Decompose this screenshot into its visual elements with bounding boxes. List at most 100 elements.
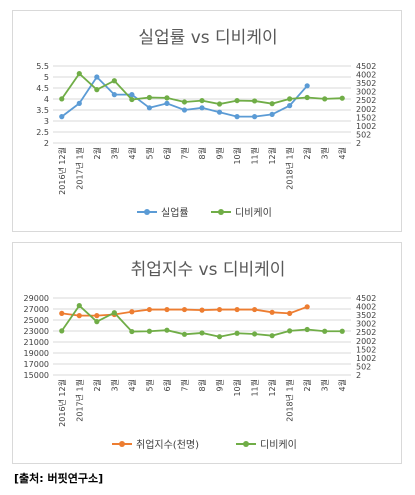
data-point — [146, 94, 153, 101]
data-point — [304, 326, 310, 333]
x-axis-tick-label: 10월 — [232, 147, 242, 165]
right-axis-tick-label: 3002 — [356, 320, 376, 329]
right-axis-tick-label: 4002 — [356, 71, 376, 80]
data-point — [199, 97, 205, 104]
data-point — [76, 313, 82, 319]
chart-1-svg: 실업률 vs 디비케이22.533.544.555.52502100215022… — [36, 28, 376, 219]
left-axis-tick-label: 4 — [44, 95, 49, 104]
x-axis-tick-label: 2018년 1월 — [285, 379, 295, 422]
right-axis-tick-label: 4002 — [356, 303, 376, 312]
data-point — [94, 87, 100, 93]
data-point — [216, 109, 223, 115]
legend-marker — [243, 441, 249, 447]
data-point — [76, 302, 82, 309]
data-point — [59, 114, 65, 120]
right-axis-tick-label: 2002 — [356, 337, 376, 346]
data-point — [111, 310, 117, 316]
x-axis-tick-label: 5월 — [144, 379, 154, 391]
x-axis-tick-label: 2016년 12월 — [57, 147, 67, 195]
data-point — [94, 319, 100, 325]
left-axis-tick-label: 29000 — [24, 294, 49, 303]
left-axis-tick-label: 23000 — [24, 327, 49, 336]
left-axis-tick-label: 19000 — [24, 349, 49, 358]
data-point — [287, 310, 293, 316]
right-axis-tick-label: 1502 — [356, 113, 376, 122]
right-axis-tick-label: 2 — [356, 139, 361, 148]
data-point — [234, 114, 240, 120]
employment-vs-dbk-chart: 취업지수 vs 디비케이 15000 17000 19000 21000 23000 250… — [12, 242, 402, 464]
data-point — [199, 307, 205, 313]
right-axis-tick-label: 1002 — [356, 354, 376, 363]
data-point — [146, 105, 153, 111]
data-point — [146, 306, 153, 313]
x-axis-tick-label: 2018년 1월 — [285, 147, 295, 190]
data-point — [129, 328, 135, 335]
x-axis-tick-label: 9월 — [215, 147, 225, 159]
x-axis-tick-label: 10월 — [232, 379, 242, 397]
x-axis-tick-label: 3월 — [109, 147, 119, 159]
data-point — [269, 111, 275, 117]
data-point — [251, 98, 258, 104]
right-axis-tick-label: 2002 — [356, 105, 376, 114]
data-point — [287, 96, 293, 102]
x-axis-tick-label: 7월 — [179, 379, 189, 391]
right-axis-tick-label: 4502 — [356, 294, 376, 303]
data-point — [164, 306, 170, 313]
right-axis-tick-label: 3502 — [356, 311, 376, 320]
data-point — [251, 114, 258, 120]
left-axis-tick-label: 25000 — [24, 316, 49, 325]
data-point — [199, 105, 205, 111]
right-axis-tick-label: 1502 — [356, 345, 376, 354]
x-axis-tick-label: 2016년 12월 — [57, 379, 67, 427]
right-axis-tick-label: 2502 — [356, 96, 376, 105]
x-axis-tick-label: 2017년 1월 — [74, 147, 84, 190]
legend-label: 디비케이 — [235, 207, 272, 219]
data-point — [76, 70, 82, 77]
data-point — [234, 97, 240, 104]
x-axis-tick-label: 2월 — [92, 379, 102, 391]
data-point — [287, 103, 293, 109]
unemployment-vs-dbk-chart: 실업률 vs 디비케이 2 2.5 3 3.5 4 4.5 5 5.5 2 502 1002 1502 2… — [12, 10, 402, 232]
data-point — [339, 95, 345, 101]
x-axis-tick-label: 11월 — [250, 379, 260, 397]
left-axis-tick-label: 2.5 — [36, 128, 49, 137]
legend-marker — [144, 209, 150, 215]
left-axis-tick-label: 15000 — [24, 371, 49, 380]
x-axis-tick-label: 3월 — [109, 379, 119, 391]
x-axis-tick-label: 4월 — [337, 147, 347, 159]
x-axis-tick-label: 7월 — [179, 147, 189, 159]
legend-label: 실업률 — [161, 206, 189, 219]
legend-label: 디비케이 — [260, 439, 297, 451]
data-point — [181, 331, 188, 337]
left-axis-tick-label: 27000 — [24, 305, 49, 314]
data-point — [234, 330, 240, 336]
data-point — [129, 96, 135, 103]
data-point — [164, 100, 170, 106]
x-axis-tick-label: 3월 — [320, 147, 330, 159]
data-point — [304, 304, 310, 310]
chart-title: 실업률 vs 디비케이 — [138, 28, 277, 48]
left-axis-tick-label: 17000 — [24, 360, 49, 369]
data-point — [164, 95, 170, 101]
legend-label: 취업지수(천명) — [136, 438, 199, 451]
data-point — [59, 96, 65, 102]
data-point — [251, 306, 258, 313]
data-point — [164, 327, 170, 333]
x-axis-tick-label: 6월 — [162, 147, 172, 159]
left-axis-tick-label: 3 — [44, 117, 49, 126]
data-point — [199, 330, 205, 336]
data-point — [287, 328, 293, 334]
data-point — [322, 328, 328, 334]
data-point — [322, 96, 328, 102]
data-point — [129, 92, 135, 98]
right-axis-tick-label: 2 — [356, 371, 361, 380]
x-axis-tick-label: 12월 — [267, 147, 277, 165]
x-axis-tick-label: 4월 — [337, 379, 347, 391]
x-axis-tick-label: 3월 — [320, 379, 330, 391]
x-axis-tick-label: 11월 — [250, 147, 260, 165]
data-point — [216, 306, 223, 313]
data-point — [216, 334, 223, 340]
data-point — [111, 92, 117, 98]
data-point — [234, 306, 240, 313]
data-point — [216, 101, 223, 107]
